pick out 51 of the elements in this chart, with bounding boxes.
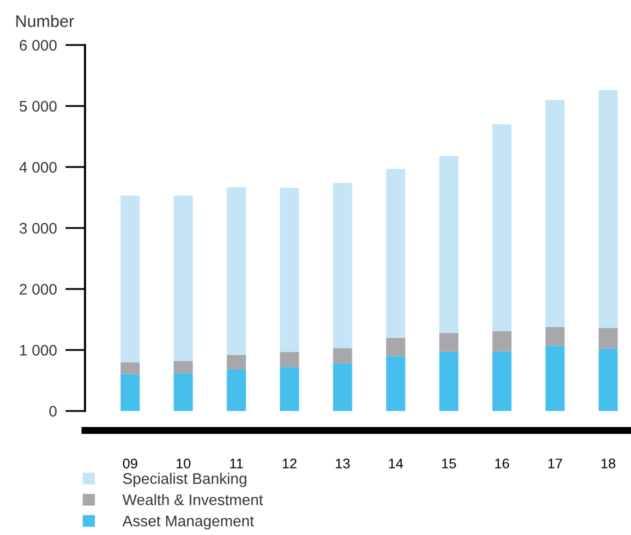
y-tick-label: 6 000: [20, 40, 57, 51]
bar: [492, 351, 512, 411]
y-tick-label: 2 000: [20, 284, 57, 295]
bar: [598, 90, 618, 328]
bar: [226, 370, 246, 411]
x-tick-label: 11: [230, 458, 243, 468]
bar: [545, 326, 565, 346]
bar: [545, 100, 565, 327]
bar: [386, 168, 406, 338]
bar: [174, 196, 193, 361]
bar: [280, 352, 300, 368]
bar: [280, 188, 300, 352]
bar: [439, 352, 458, 411]
bar: [598, 348, 618, 411]
bar: [439, 332, 458, 352]
y-tick-label: 0: [49, 406, 57, 417]
x-tick-label: 16: [495, 458, 510, 468]
x-tick-label: 14: [389, 458, 404, 468]
y-tick-label: 1 000: [20, 344, 57, 356]
bar: [174, 360, 193, 374]
bar: [492, 331, 512, 352]
x-tick-label: 18: [601, 458, 616, 468]
bar: [120, 196, 140, 362]
bar: [226, 354, 246, 370]
bar: [492, 124, 512, 332]
y-tick-label: 4 000: [19, 162, 57, 173]
bar: [386, 356, 406, 411]
x-tick-label: 17: [548, 458, 562, 468]
bar: [174, 373, 193, 411]
bar: [598, 328, 618, 349]
x-tick-label: 15: [442, 458, 456, 468]
bar: [120, 362, 140, 374]
x-tick-label: 13: [336, 458, 350, 468]
y-axis-title: Number: [16, 14, 74, 28]
bar: [333, 182, 352, 348]
bar: [545, 346, 565, 411]
bar: [386, 338, 406, 356]
legend-label: Wealth & Investment: [122, 494, 263, 506]
bar: [333, 348, 352, 364]
bar: [226, 187, 246, 355]
legend-label: Specialist Banking: [123, 472, 246, 488]
x-tick-label: 09: [122, 458, 138, 468]
x-tick-label: 12: [282, 458, 297, 468]
y-tick-label: 3 000: [20, 222, 57, 234]
bar: [333, 363, 352, 411]
bar: [120, 374, 140, 411]
bar: [280, 367, 300, 411]
x-tick-label: 10: [176, 458, 190, 468]
y-tick-label: 5 000: [20, 100, 57, 112]
legend-label: Asset Management: [122, 516, 254, 530]
bar: [439, 156, 458, 333]
